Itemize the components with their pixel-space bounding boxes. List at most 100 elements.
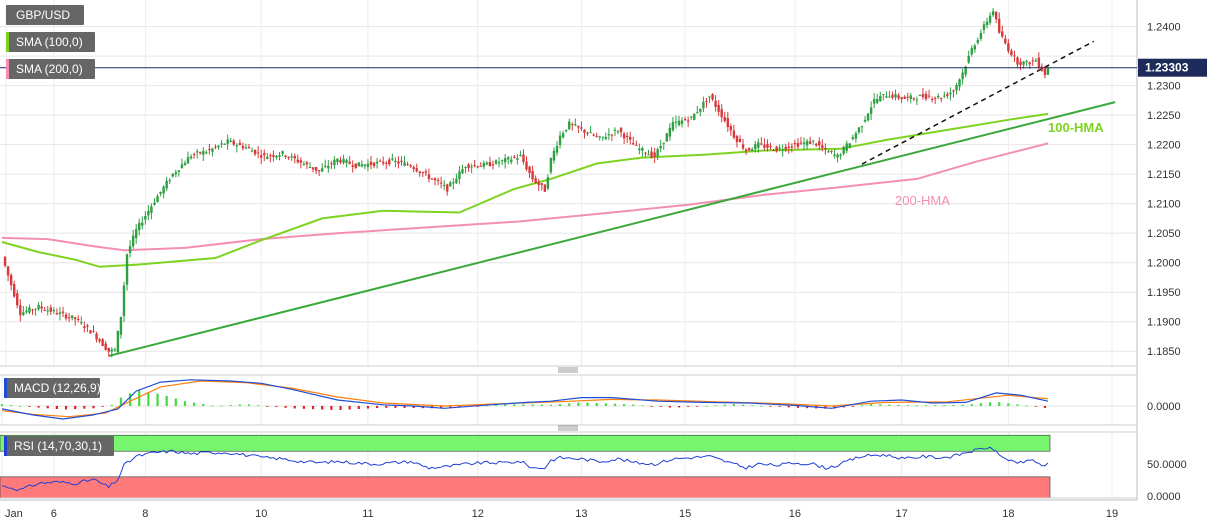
candle-body [147,210,150,216]
legend-symbol[interactable]: GBP/USD [6,5,84,25]
macd-histogram-bar [412,405,415,409]
candle-body [260,155,263,158]
candle-body [757,142,760,148]
macd-histogram-bar [760,405,763,407]
candle-body [500,160,504,162]
candle-body [95,333,98,340]
candle-body [104,343,107,350]
candle-body [363,164,367,167]
candle-body [336,158,339,163]
time-tick-label: 10 [255,508,267,520]
candle-body [281,151,284,154]
candle-body [436,179,440,182]
rsi-indicator [1,446,1049,492]
macd-histogram-bar [220,405,223,407]
candle-body [937,95,940,98]
candle-body [888,96,891,98]
macd-histogram-bar [934,405,937,406]
macd-histogram-bar [650,405,653,407]
candle-body [107,347,110,352]
macd-histogram-bar [623,404,626,406]
macd-histogram-bar [385,405,388,408]
candle-body [998,18,1001,33]
macd-histogram-bar [851,405,854,407]
candle-body [693,113,696,120]
macd-histogram-bar [128,393,132,406]
macd-histogram-bar [110,404,113,406]
candle-body [595,135,598,137]
candle-body [952,90,955,92]
time-tick-label: 8 [142,508,148,520]
candle-body [488,162,492,167]
macd-tick-label: 0.0000 [1147,401,1181,413]
candle-body [638,148,641,151]
panel-resize-handle[interactable] [558,425,578,431]
macd-histogram-bar [677,405,681,408]
candle-body [229,140,232,142]
time-tick-label: 17 [895,508,907,520]
candle-body [424,171,428,173]
candle-body [705,101,708,103]
candle-body [821,145,824,148]
legend-macd[interactable]: MACD (12,26,9) [4,378,101,398]
candle-body [232,140,235,145]
macd-histogram-bar [366,405,370,409]
legend-sma100[interactable]: SMA (100,0) [6,32,95,52]
macd-histogram-bar [549,404,553,406]
candle-body [586,132,589,134]
candle-body [668,127,672,137]
candle-body [1040,66,1044,71]
macd-histogram-bar [943,405,946,406]
price-tick-label: 1.1850 [1147,346,1181,358]
candle-body [933,98,937,100]
candle-body [394,160,397,162]
candle-body [427,174,431,179]
macd-histogram-bar [705,405,708,407]
legend-sma200-label: SMA (200,0) [16,62,83,76]
time-tick-label: 11 [362,508,373,520]
macd-histogram-bar [238,404,241,406]
candle-body [467,164,470,168]
candle-body [519,155,522,157]
macd-histogram-bar [1043,405,1047,408]
candle-body [726,118,729,128]
macd-histogram-bar [55,405,58,410]
panel-resize-handle[interactable] [558,367,578,373]
candle-body [80,322,83,324]
candle-body [482,162,486,167]
candle-body [497,162,501,164]
macd-histogram-bar [257,405,260,407]
candle-body [985,21,989,26]
candle-body [269,155,272,157]
candle-body [494,160,498,164]
legend-rsi[interactable]: RSI (14,70,30,1) [4,436,114,456]
candle-body [921,94,925,98]
candle-body [1019,61,1022,65]
candle-body [754,144,757,150]
legend-rsi-label: RSI (14,70,30,1) [14,439,102,453]
candle-body [717,104,720,112]
macd-histogram-bar [92,405,95,409]
candle-body [34,308,37,310]
candle-body [555,146,559,153]
candle-body [296,159,300,163]
dashed-trendline [861,40,1095,165]
hma100-annotation: 100-HMA [1048,120,1104,135]
legend-sma200[interactable]: SMA (200,0) [6,59,95,79]
candle-body [263,153,266,156]
candle-body [226,139,229,144]
price-tick-label: 1.1900 [1147,317,1181,329]
hma200-annotation: 200-HMA [895,193,950,208]
candle-body [589,132,592,134]
candle-body [930,98,934,100]
candle-body [418,171,421,173]
price-tick-label: 1.2400 [1147,22,1181,34]
candle-body [680,120,684,124]
macd-histogram-bar [174,398,177,406]
candle-body [339,160,342,163]
candle-body [430,178,434,180]
macd-indicator [0,379,1049,420]
macd-histogram-bar [723,404,726,406]
candle-body [976,39,980,44]
time-tick-label: 12 [472,508,484,520]
